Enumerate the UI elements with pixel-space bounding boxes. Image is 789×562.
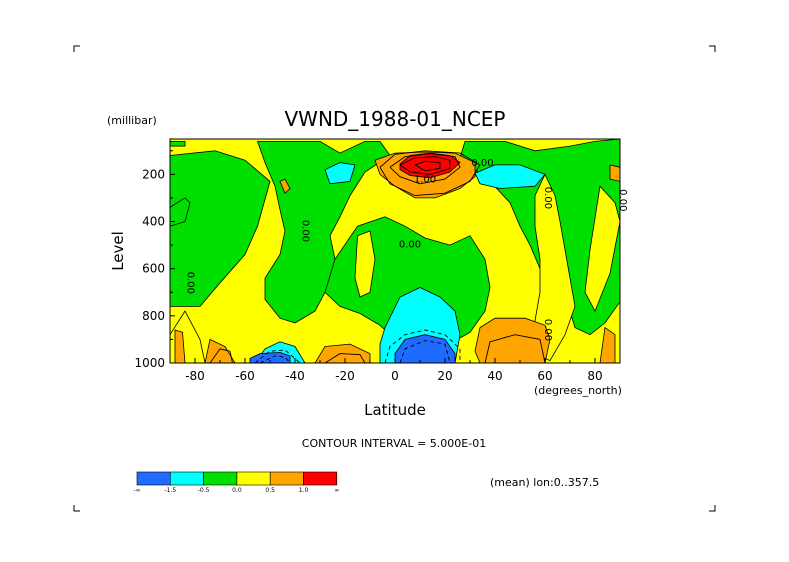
contour-region (474, 164, 546, 189)
contour-region (170, 140, 186, 147)
contour-region (354, 230, 376, 298)
contour-region (170, 197, 191, 227)
x-tick-label: -40 (285, 369, 305, 383)
corner-mark-top-right (709, 45, 716, 52)
x-tick-label: -80 (185, 369, 205, 383)
x-tick-label: -20 (335, 369, 355, 383)
colorbar-label: -1.5 (164, 487, 176, 494)
contour-region (174, 329, 186, 363)
contour-label: 0.00 (399, 239, 421, 250)
x-unit-label: (degrees_north) (534, 384, 622, 397)
contour-region (324, 162, 356, 185)
colorbar-label: 0.0 (232, 487, 242, 494)
colorbar: -∞ -1.5 -0.5 0.0 0.5 1.0 ∞ (133, 471, 339, 494)
colorbar-swatch (203, 471, 238, 486)
contour-fill-area (170, 139, 620, 363)
x-tick-label: 0 (391, 369, 399, 383)
contour-region (394, 334, 456, 363)
x-tick-label: -60 (235, 369, 255, 383)
contour-label: 0.00 (617, 189, 628, 211)
contour-region (279, 178, 291, 194)
y-unit-label: (millibar) (107, 114, 157, 127)
corner-mark-bottom-left (73, 505, 80, 512)
negative-contour-line (384, 329, 461, 363)
contour-region (584, 185, 620, 313)
negative-contour-line (399, 340, 451, 363)
contour-line (414, 160, 441, 172)
contour-region (204, 338, 236, 363)
contour-region (609, 164, 620, 182)
corner-marks (73, 45, 716, 512)
contour-region (474, 317, 551, 363)
x-axis: -80 -60 -40 -20 0 20 40 60 80 (169, 358, 621, 383)
colorbar-swatch (236, 471, 271, 486)
x-axis-label: Latitude (364, 401, 426, 419)
x-tick-label: 40 (487, 369, 502, 383)
colorbar-swatch (269, 471, 304, 486)
contour-line (324, 353, 366, 363)
contour-region (534, 173, 576, 362)
contour-lines (209, 150, 546, 363)
contour-line (399, 156, 451, 175)
y-tick-label: 600 (142, 262, 165, 276)
y-tick-label: 800 (142, 309, 165, 323)
chart-title: VWND_1988-01_NCEP (284, 107, 505, 131)
contour-line (389, 153, 461, 185)
contour-label: 0.00 (542, 319, 553, 341)
colorbar-label: 1.0 (299, 487, 309, 494)
y-axis: 200 400 600 800 1000 (134, 150, 175, 370)
colorbar-label: -∞ (133, 487, 140, 494)
colorbar-label: -0.5 (198, 487, 210, 494)
corner-mark-bottom-right (709, 505, 716, 512)
contour-label: 1.00 (414, 175, 436, 186)
contour-region (170, 150, 271, 307)
y-tick-label: 200 (142, 167, 165, 181)
y-axis-label: Level (109, 231, 127, 271)
contour-region (599, 326, 616, 363)
corner-mark-top-left (73, 45, 80, 52)
contour-line (379, 150, 481, 197)
contour-line (209, 348, 233, 363)
y-tick-label: 1000 (134, 356, 165, 370)
contour-labels: 0.00 1.00 0.00 0.00 0.00 0.00 0.00 0.00 (185, 158, 629, 341)
contour-label: 0.00 (185, 272, 196, 294)
colorbar-label: 0.5 (265, 487, 275, 494)
colorbar-swatch (303, 471, 338, 486)
contour-interval-text: CONTOUR INTERVAL = 5.000E-01 (302, 437, 486, 450)
contour-label: 0.00 (471, 158, 493, 169)
colorbar-swatch (136, 471, 171, 486)
footer-mean-text: (mean) lon:0..357.5 (490, 476, 599, 489)
colorbar-swatch (170, 471, 204, 486)
colorbar-label: ∞ (334, 487, 339, 494)
y-tick-label: 400 (142, 215, 165, 229)
x-tick-label: 20 (437, 369, 452, 383)
contour-label: 0.00 (542, 187, 553, 209)
contour-line (484, 334, 546, 363)
x-tick-label: 80 (587, 369, 602, 383)
x-tick-label: 60 (537, 369, 552, 383)
negative-contour-line (259, 355, 291, 363)
negative-contour-line (254, 349, 301, 363)
contour-label: 0.00 (300, 220, 311, 242)
contour-region (249, 351, 291, 363)
